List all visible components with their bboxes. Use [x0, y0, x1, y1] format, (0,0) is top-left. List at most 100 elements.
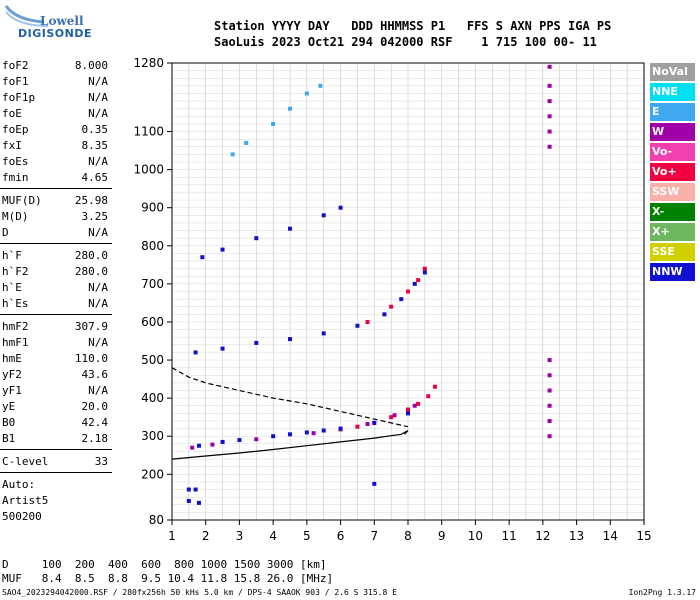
- param-value: 280.0: [74, 249, 108, 262]
- param-value: 25.98: [74, 194, 108, 207]
- param-name: hmF1: [2, 336, 29, 349]
- x-tick-label: 9: [438, 529, 446, 543]
- footer-version: Ion2Png 1.3.17: [628, 588, 696, 597]
- data-point: [365, 422, 370, 427]
- data-point: [422, 270, 427, 275]
- y-tick-label: 200: [141, 467, 164, 481]
- data-point: [321, 213, 326, 218]
- data-point: [547, 403, 552, 408]
- data-point: [200, 255, 205, 260]
- data-point: [547, 129, 552, 134]
- legend-item: X+: [650, 223, 695, 241]
- data-point: [547, 99, 552, 104]
- data-point: [372, 420, 377, 425]
- data-point: [406, 411, 410, 416]
- data-point: [288, 337, 292, 342]
- param-separator: [0, 449, 112, 450]
- param-row: D N/A: [0, 225, 112, 241]
- param-name: B1: [2, 432, 16, 445]
- legend-item: NNW: [650, 263, 695, 281]
- param-name: foF1p: [2, 91, 36, 104]
- legend-item: SSW: [650, 183, 695, 201]
- data-point: [392, 413, 397, 418]
- param-row: MUF(D) 25.98: [0, 193, 112, 209]
- x-tick-label: 12: [535, 529, 550, 543]
- param-value: N/A: [88, 75, 108, 88]
- legend-item: NoVal: [650, 63, 695, 81]
- data-point: [311, 431, 316, 436]
- data-point: [186, 487, 191, 492]
- param-row: foF1p N/A: [0, 90, 112, 106]
- data-point: [406, 407, 410, 412]
- x-tick-label: 4: [269, 529, 277, 543]
- param-row: hmF2 307.9: [0, 319, 112, 335]
- data-point: [547, 434, 552, 439]
- muf-value-row: MUF 8.4 8.5 8.8 9.5 10.4 11.8 15.8 26.0 …: [2, 572, 334, 585]
- param-value: N/A: [88, 91, 108, 104]
- param-row: h`E N/A: [0, 280, 112, 296]
- param-value: 280.0: [74, 265, 108, 278]
- param-name: foE: [2, 107, 22, 120]
- param-row: M(D) 3.25: [0, 209, 112, 225]
- data-point: [288, 432, 292, 437]
- logo-digisonde: DIGISONDE: [18, 27, 92, 40]
- data-point: [399, 297, 404, 302]
- param-row: h`Es N/A: [0, 296, 112, 312]
- x-tick-label: 15: [636, 529, 651, 543]
- param-value: N/A: [88, 281, 108, 294]
- x-tick-label: 6: [337, 529, 345, 543]
- y-tick-label: 800: [141, 239, 164, 253]
- data-point: [210, 442, 215, 447]
- param-row: foEs N/A: [0, 154, 112, 170]
- data-point: [186, 498, 191, 503]
- data-point: [193, 487, 198, 492]
- param-name: fxI: [2, 139, 22, 152]
- autoscale-line: Artist5: [2, 494, 49, 507]
- data-point: [389, 415, 394, 420]
- param-separator: [0, 314, 112, 315]
- param-name: hmF2: [2, 320, 29, 333]
- legend-item: SSE: [650, 243, 695, 261]
- muf-distance-row: D 100 200 400 600 800 1000 1500 3000 [km…: [2, 558, 327, 571]
- solid-profile-curve: [171, 429, 409, 460]
- y-tick-label: 1100: [133, 125, 164, 139]
- param-separator: [0, 243, 112, 244]
- param-row: h`F2 280.0: [0, 264, 112, 280]
- data-point: [338, 205, 343, 210]
- data-point: [190, 445, 195, 450]
- data-point: [547, 388, 552, 393]
- data-point: [412, 403, 417, 408]
- autoscale-line: Auto:: [2, 478, 36, 491]
- data-point: [416, 401, 421, 406]
- param-name: C-level: [2, 455, 49, 468]
- data-point: [193, 350, 198, 355]
- data-point: [321, 331, 326, 336]
- autoscale-line: 500200: [2, 510, 42, 523]
- param-value: N/A: [88, 297, 108, 310]
- dashed-profile-curve: [171, 367, 409, 428]
- param-row: C-level 33: [0, 454, 112, 470]
- legend-item: Vo-: [650, 143, 695, 161]
- param-name: D: [2, 226, 9, 239]
- data-point: [382, 312, 387, 317]
- x-tick-label: 14: [603, 529, 618, 543]
- data-point: [547, 358, 552, 363]
- legend-item: NNE: [650, 83, 695, 101]
- legend-item: X-: [650, 203, 695, 221]
- param-name: B0: [2, 416, 16, 429]
- logo-swoosh-icon: [4, 5, 49, 27]
- data-point: [230, 152, 235, 157]
- y-tick-label: 1280: [133, 56, 164, 70]
- data-point: [321, 428, 326, 433]
- y-tick-label: 700: [141, 277, 164, 291]
- param-row: foE N/A: [0, 106, 112, 122]
- param-name: yE: [2, 400, 16, 413]
- y-tick-label: 400: [141, 391, 164, 405]
- data-point: [338, 426, 343, 431]
- param-row: B1 2.18: [0, 431, 112, 447]
- data-point: [304, 91, 309, 96]
- x-tick-label: 1: [168, 529, 176, 543]
- data-point: [547, 114, 552, 119]
- param-row: yE 20.0: [0, 399, 112, 415]
- param-row: B0 42.4: [0, 415, 112, 431]
